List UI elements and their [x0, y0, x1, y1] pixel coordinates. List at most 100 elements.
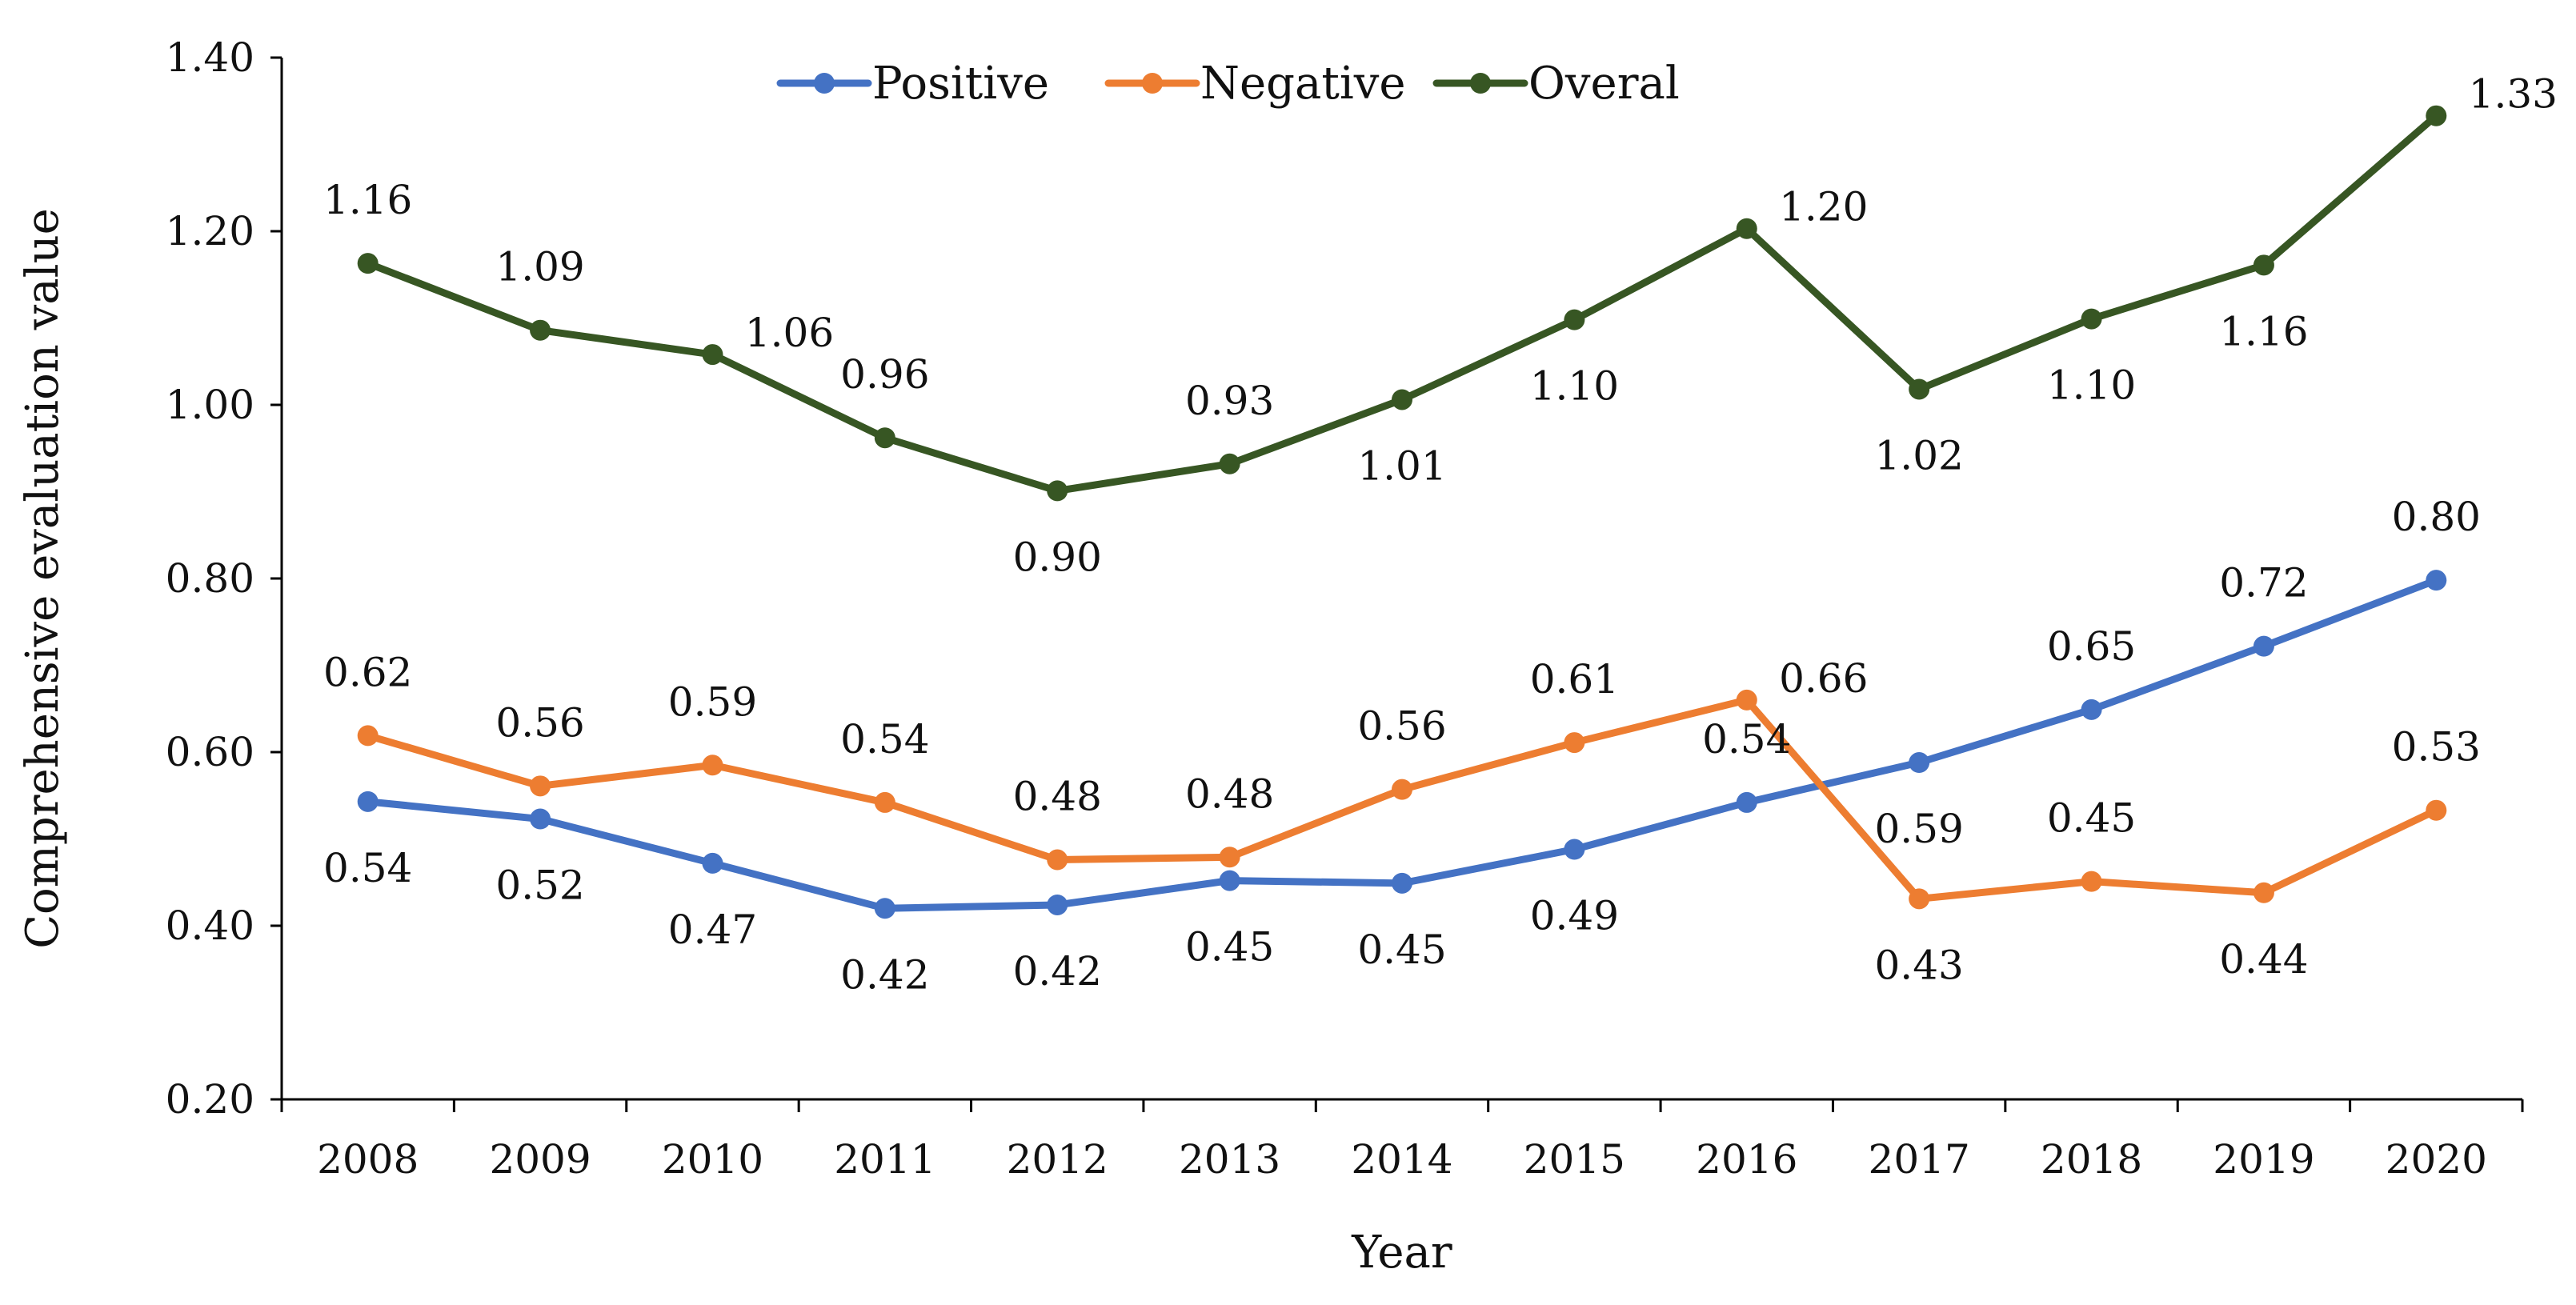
legend-swatch-marker [1142, 73, 1163, 94]
data-point [1392, 779, 1412, 800]
data-point [2426, 570, 2447, 591]
series-positive [357, 570, 2447, 919]
data-label: 0.96 [840, 351, 929, 398]
data-label: 0.72 [2219, 560, 2308, 606]
y-tick-label: 0.20 [166, 1076, 254, 1123]
data-labels-layer: 0.54 0.52 0.47 0.42 0.42 0.45 0.45 0.49 0.54 0.59… [323, 71, 2558, 999]
x-tick-label: 2014 [1351, 1136, 1452, 1183]
data-point [1219, 453, 1240, 474]
data-label: 0.44 [2219, 936, 2308, 983]
data-point [1219, 847, 1240, 868]
data-point [1564, 839, 1585, 860]
data-point [1736, 791, 1757, 813]
data-label: 0.43 [1874, 942, 1963, 988]
data-label: 0.59 [1874, 806, 1963, 852]
data-label: 0.93 [1185, 378, 1274, 424]
data-point [357, 253, 379, 274]
data-point [702, 344, 723, 366]
data-label: 1.16 [2219, 308, 2308, 354]
axes: 0.20 0.40 0.60 0.80 1.00 1.20 1.40 2008 2009 2010… [166, 34, 2524, 1183]
data-point [874, 898, 895, 919]
y-tick-label: 1.00 [166, 382, 254, 428]
x-tick-label: 2020 [2386, 1136, 2487, 1183]
data-point [2253, 882, 2274, 903]
x-tick-label: 2017 [1869, 1136, 1970, 1183]
series-overal [357, 105, 2447, 502]
data-point [1392, 389, 1412, 410]
x-tick-label: 2013 [1179, 1136, 1280, 1183]
data-point [2081, 871, 2102, 892]
data-point [530, 808, 551, 830]
data-label: 0.48 [1013, 774, 1102, 820]
data-label: 0.42 [840, 951, 929, 998]
data-point [1909, 888, 1930, 910]
data-label: 0.59 [668, 679, 757, 725]
x-tick-label: 2009 [489, 1136, 591, 1183]
data-point [530, 319, 551, 341]
data-label: 0.65 [2047, 623, 2136, 670]
data-label: 1.10 [1530, 363, 1619, 410]
x-tick-label: 2019 [2213, 1136, 2314, 1183]
data-point [874, 791, 895, 813]
y-tick-label: 0.40 [166, 903, 254, 949]
x-axis-title: Year [1351, 1227, 1452, 1279]
data-label: 0.52 [495, 863, 584, 909]
data-point [874, 427, 895, 449]
data-point [1564, 732, 1585, 754]
data-point [357, 791, 379, 812]
y-tick-label: 1.20 [166, 208, 254, 254]
legend: Positive Negative Overal [776, 58, 1680, 110]
data-label: 0.54 [323, 845, 412, 891]
data-point [1909, 378, 1930, 400]
data-point [1047, 894, 1068, 915]
data-point [1047, 480, 1068, 502]
data-label: 0.56 [1357, 703, 1446, 750]
y-tick-label: 0.60 [166, 729, 254, 775]
data-label: 0.49 [1530, 893, 1619, 939]
data-point [2426, 105, 2447, 126]
data-label: 0.42 [1013, 948, 1102, 995]
data-point [2253, 635, 2274, 657]
data-label: 0.53 [2392, 724, 2481, 771]
data-label: 0.62 [323, 649, 412, 695]
data-point [702, 755, 723, 776]
data-point [1392, 872, 1412, 894]
data-point [1047, 849, 1068, 871]
legend-swatch-marker [814, 73, 835, 94]
data-label: 1.01 [1357, 442, 1446, 489]
data-label: 0.45 [1357, 927, 1446, 973]
data-label: 0.48 [1185, 771, 1274, 817]
data-label: 0.56 [495, 699, 584, 746]
data-point [2426, 799, 2447, 821]
data-label: 0.47 [668, 907, 757, 953]
series-line-overal [364, 112, 2440, 494]
y-tick-label: 0.80 [166, 555, 254, 602]
data-point [1219, 870, 1240, 891]
data-label: 1.02 [1874, 432, 1963, 478]
data-label: 0.80 [2392, 494, 2481, 540]
data-point [357, 725, 379, 747]
legend-item-overal: Overal [1432, 58, 1680, 110]
data-label: 1.09 [495, 244, 584, 290]
series-layer [357, 105, 2447, 919]
legend-label: Negative [1200, 58, 1406, 110]
data-label: 0.54 [840, 716, 929, 763]
data-label: 1.16 [323, 177, 412, 223]
data-point [702, 852, 723, 874]
data-point [1564, 309, 1585, 330]
data-point [1736, 689, 1757, 711]
data-point [530, 775, 551, 797]
data-label: 0.54 [1702, 716, 1791, 763]
legend-item-positive: Positive [776, 58, 1049, 110]
x-tick-label: 2018 [2041, 1136, 2142, 1183]
data-point [2081, 699, 2102, 720]
data-label: 1.20 [1779, 184, 1868, 230]
legend-label: Positive [872, 58, 1049, 110]
legend-item-negative: Negative [1104, 58, 1406, 110]
data-label: 0.45 [2047, 795, 2136, 842]
x-tick-label: 2010 [662, 1136, 763, 1183]
data-point [1909, 752, 1930, 774]
x-tick-label: 2015 [1524, 1136, 1625, 1183]
data-label: 0.66 [1779, 655, 1868, 702]
